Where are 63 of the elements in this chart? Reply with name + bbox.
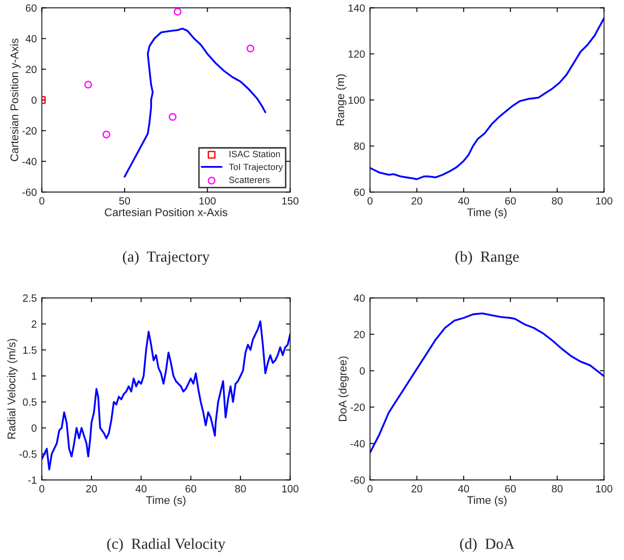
y-axis-title: DoA (degree) <box>338 356 349 422</box>
x-tick-label: 60 <box>505 485 516 492</box>
y-tick-label: -60 <box>350 476 365 484</box>
y-tick-label: 1 <box>32 372 36 380</box>
x-axis-title: Time (s) <box>467 496 506 506</box>
x-tick-label: 0 <box>368 197 373 205</box>
x-tick-label: 60 <box>186 485 196 492</box>
y-tick-label: -40 <box>350 440 365 448</box>
y-tick-label: 0 <box>32 96 37 104</box>
x-axis-title: Cartesian Position x-Axis <box>104 208 228 216</box>
y-tick-label: 1.5 <box>23 346 37 354</box>
text: (c) Radial Velocity <box>107 538 226 552</box>
x-tick-label: 40 <box>458 485 470 492</box>
x-tick-label: 40 <box>458 197 470 205</box>
x-tick-label: 0 <box>368 485 373 492</box>
text: (d) DoA <box>460 538 514 552</box>
y-tick-label: 0 <box>32 424 37 432</box>
x-tick-label: 60 <box>505 197 516 205</box>
y-tick-label: 20 <box>354 330 365 338</box>
y-tick-label: 2 <box>32 320 36 328</box>
y-axis-title: Radial Velocity (m/s) <box>7 338 18 439</box>
text: (a) Trajectory <box>122 251 210 265</box>
y-axis-title: Range (m) <box>336 74 346 126</box>
y-axis-title: Cartesian Position y-Axis <box>10 38 21 162</box>
x-axis-title: Time (s) <box>467 208 506 218</box>
y-tick-label: -20 <box>350 404 365 411</box>
x-tick-label: 0 <box>39 485 44 492</box>
x-tick-label: 150 <box>282 197 298 205</box>
legend-label: Scatterers <box>229 176 270 184</box>
y-tick-label: 80 <box>354 142 365 150</box>
x-tick-label: 80 <box>235 485 246 492</box>
y-tick-label: 2.5 <box>22 294 37 302</box>
y-tick-label: 40 <box>354 294 365 302</box>
x-tick-label: 0 <box>39 197 44 205</box>
x-tick-label: 20 <box>412 197 422 205</box>
y-tick-label: 120 <box>348 50 365 58</box>
x-tick-label: 20 <box>86 485 97 492</box>
y-tick-label: 20 <box>26 66 37 74</box>
x-tick-label: 100 <box>199 197 216 205</box>
y-tick-label: -0.5 <box>19 450 37 458</box>
x-tick-label: 80 <box>552 485 563 492</box>
y-tick-label: 60 <box>354 188 365 196</box>
y-tick-label: -40 <box>22 158 37 166</box>
text: (b) Range <box>455 251 519 265</box>
y-tick-label: 40 <box>26 35 37 42</box>
y-tick-label: 0.5 <box>22 398 37 406</box>
legend-label: ISAC Station <box>230 150 280 158</box>
x-tick-label: 100 <box>282 485 298 492</box>
x-axis-title: Time (s) <box>146 496 186 506</box>
y-tick-label: 100 <box>348 96 365 104</box>
legend-label: ToI Trajectory <box>228 164 283 172</box>
y-tick-label: -60 <box>22 188 37 196</box>
x-tick-label: 80 <box>552 197 563 205</box>
x-tick-label: 100 <box>596 485 612 492</box>
y-tick-label: 60 <box>26 4 37 12</box>
x-tick-label: 100 <box>596 197 612 205</box>
y-tick-label: -1 <box>28 476 36 484</box>
y-tick-label: -20 <box>22 127 37 135</box>
x-tick-label: 40 <box>136 485 147 492</box>
x-tick-label: 50 <box>119 197 130 205</box>
x-tick-label: 20 <box>412 485 422 492</box>
y-tick-label: 0 <box>360 367 365 375</box>
y-tick-label: 140 <box>348 4 365 12</box>
